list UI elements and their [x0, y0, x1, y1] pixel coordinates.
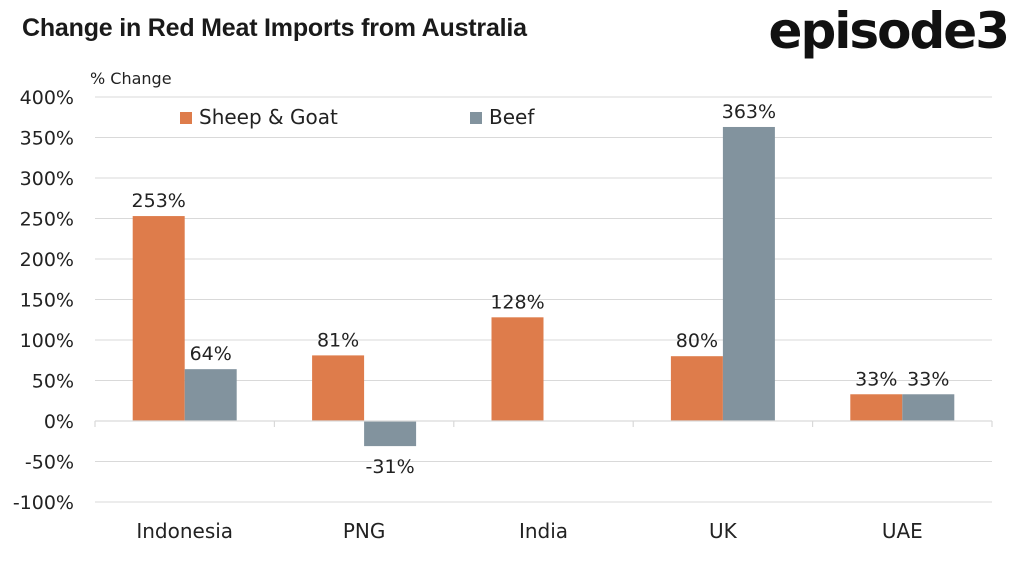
- legend-label: Sheep & Goat: [199, 105, 338, 129]
- y-tick-label: 200%: [20, 249, 74, 271]
- bar: [850, 394, 903, 421]
- y-tick-label: -100%: [13, 492, 74, 514]
- bar: [364, 421, 417, 447]
- y-tick-label: 0%: [44, 411, 74, 433]
- bar: [722, 126, 775, 421]
- y-tick-label: 150%: [20, 290, 74, 312]
- y-axis-label: % Change: [90, 69, 172, 88]
- zero-axis: [94, 420, 993, 427]
- legend-label: Beef: [489, 105, 535, 129]
- x-axis-categories: Indonesia PNG India UK UAE: [136, 519, 922, 543]
- data-label: 253%: [132, 190, 186, 212]
- category-label: PNG: [343, 519, 386, 543]
- bars: [132, 126, 955, 447]
- data-label: 363%: [722, 101, 776, 123]
- y-tick-label: 300%: [20, 168, 74, 190]
- bar: [902, 394, 955, 421]
- y-tick-label: 350%: [20, 128, 74, 150]
- legend: Sheep & Goat Beef: [180, 105, 535, 129]
- y-tick-label: 400%: [20, 87, 74, 109]
- bar: [670, 356, 723, 421]
- data-label: 33%: [855, 368, 897, 390]
- y-tick-label: 250%: [20, 209, 74, 231]
- data-labels: 253% 64% 81% -31% 128% 80% 363% 33% 33%: [132, 101, 950, 478]
- y-tick-label: 100%: [20, 330, 74, 352]
- y-tick-label: -50%: [25, 452, 74, 474]
- data-label: 81%: [317, 329, 359, 351]
- legend-swatch: [180, 112, 192, 124]
- bar: [312, 355, 365, 421]
- brand-logo: episode3: [768, 2, 1010, 60]
- chart-title: Change in Red Meat Imports from Australi…: [22, 14, 527, 42]
- legend-swatch: [470, 112, 482, 124]
- data-label: 64%: [190, 343, 232, 365]
- category-label: Indonesia: [136, 519, 233, 543]
- data-label: 128%: [490, 291, 544, 313]
- y-tick-label: 50%: [32, 371, 74, 393]
- data-label: 80%: [676, 330, 718, 352]
- bar: [132, 216, 185, 421]
- data-label: -31%: [366, 456, 415, 478]
- category-label: India: [519, 519, 568, 543]
- category-label: UK: [709, 519, 738, 543]
- category-label: UAE: [882, 519, 923, 543]
- bar: [491, 317, 544, 421]
- bar: [184, 369, 237, 421]
- data-label: 33%: [907, 368, 949, 390]
- y-axis-ticks: 400% 350% 300% 250% 200% 150% 100% 50% 0% -50% -10…: [13, 87, 74, 514]
